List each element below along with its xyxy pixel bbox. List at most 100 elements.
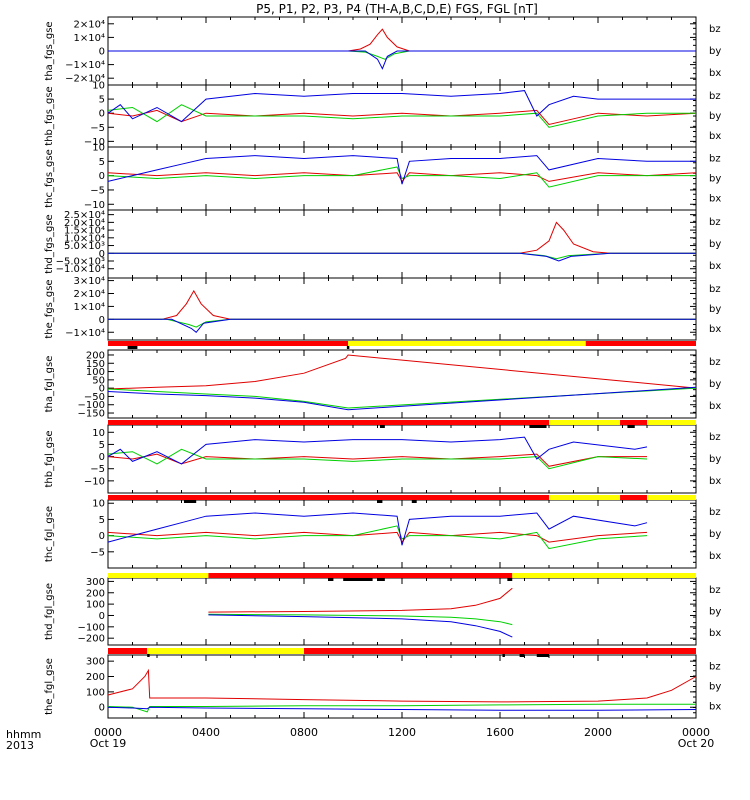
x-date-label: 2013 bbox=[6, 739, 34, 752]
series-bx bbox=[107, 155, 696, 185]
legend-by: by bbox=[709, 111, 721, 122]
status-segment-yellow bbox=[108, 573, 209, 578]
series-by bbox=[107, 525, 648, 550]
status-mark bbox=[411, 500, 417, 503]
x-tick-label: 0000 bbox=[682, 726, 710, 739]
status-mark bbox=[627, 425, 635, 428]
y-tick-label: −10 bbox=[84, 137, 105, 148]
status-bar bbox=[108, 341, 696, 349]
y-tick-label: 0 bbox=[99, 384, 105, 395]
x-date-tick-label: Oct 19 bbox=[90, 737, 127, 750]
legend-bx: bx bbox=[709, 476, 721, 487]
y-tick-label: −5 bbox=[90, 547, 105, 558]
y-tick-label: 1.0×10⁴ bbox=[64, 233, 105, 244]
y-axis-label: thb_fgl_gse bbox=[44, 431, 55, 488]
y-tick-label: 2.0×10⁴ bbox=[64, 218, 105, 229]
y-tick-label: −1×10⁴ bbox=[65, 60, 105, 71]
y-tick-label: 0 bbox=[99, 452, 105, 463]
x-tick-label: 1600 bbox=[486, 726, 514, 739]
status-segment-yellow bbox=[549, 420, 621, 425]
y-tick-label: −100 bbox=[78, 622, 105, 633]
y-tick-label: 10 bbox=[92, 143, 105, 154]
status-bars bbox=[108, 341, 696, 657]
y-tick-label: 300 bbox=[86, 577, 105, 588]
legend-bz: bz bbox=[709, 217, 721, 228]
legend-by: by bbox=[709, 239, 721, 250]
series-bx bbox=[107, 512, 648, 546]
y-tick-label: −150 bbox=[78, 409, 105, 420]
panel-the_fgs_gse: 3×10⁴ 2×10⁴ 1×10⁴ 0 −1×10⁴ the_fgs_gse bz by bx bbox=[44, 276, 721, 341]
status-bar bbox=[108, 420, 696, 428]
y-tick-label: 300 bbox=[86, 657, 105, 668]
y-tick-label: 0 bbox=[99, 109, 105, 120]
legend-bx: bx bbox=[709, 261, 721, 272]
status-mark bbox=[529, 425, 547, 428]
y-tick-label: 3×10⁴ bbox=[74, 276, 105, 287]
status-segment-red bbox=[108, 341, 349, 346]
legend-bz: bz bbox=[709, 284, 721, 295]
y-tick-label: 0 bbox=[99, 611, 105, 622]
y-tick-label: 10 bbox=[92, 81, 105, 92]
legend-bx: bx bbox=[709, 551, 721, 562]
status-mark bbox=[147, 654, 150, 657]
y-axis-label: thd_fgl_gse bbox=[44, 583, 55, 640]
legend-by: by bbox=[709, 529, 721, 540]
series-bx bbox=[108, 50, 696, 70]
y-axis-label: thc_fgl_gse bbox=[44, 506, 55, 562]
series-bz bbox=[108, 221, 696, 254]
status-segment-yellow bbox=[647, 420, 696, 425]
y-tick-label: 5 bbox=[99, 515, 105, 526]
status-mark bbox=[328, 578, 334, 581]
status-mark bbox=[377, 578, 385, 581]
x-tick-label: 0000 bbox=[94, 726, 122, 739]
plot-frame bbox=[107, 654, 697, 719]
y-axis-label: tha_fgl_gse bbox=[44, 356, 55, 413]
legend-bz: bz bbox=[709, 24, 721, 35]
y-axis-label: tha_fgs_gse bbox=[44, 21, 55, 80]
y-tick-label: −1×10⁴ bbox=[65, 328, 105, 339]
series-bx bbox=[108, 318, 696, 333]
legend-by: by bbox=[709, 46, 721, 57]
legend-bx: bx bbox=[709, 324, 721, 335]
x-units-label: hhmm bbox=[6, 728, 41, 741]
y-tick-label: 1×10⁴ bbox=[74, 302, 105, 313]
legend-bz: bz bbox=[709, 661, 721, 672]
y-tick-label: 0 bbox=[99, 249, 105, 260]
y-tick-label: 100 bbox=[86, 687, 105, 698]
y-axis-label: thc_fgs_gse bbox=[44, 149, 55, 208]
y-tick-label: 200 bbox=[86, 350, 105, 361]
status-segment-red bbox=[208, 573, 513, 578]
series-bx bbox=[107, 90, 696, 123]
panel-thb_fgs_gse: 10 5 0 −5 −10 thb_fgs_gse bz by bx bbox=[44, 81, 721, 148]
y-tick-label: 5 bbox=[99, 95, 105, 106]
plot-frame bbox=[107, 277, 697, 341]
x-tick-label: 2000 bbox=[584, 726, 612, 739]
figure-title: P5, P1, P2, P3, P4 (TH-A,B,C,D,E) FGS, F… bbox=[256, 2, 538, 16]
y-tick-label: 100 bbox=[86, 600, 105, 611]
status-segment-red bbox=[620, 495, 647, 500]
legend-by: by bbox=[709, 304, 721, 315]
series-bz bbox=[107, 172, 697, 183]
legend-bx: bx bbox=[709, 194, 721, 205]
series-bz bbox=[108, 28, 696, 52]
legend-bx: bx bbox=[709, 702, 721, 713]
series-by bbox=[107, 104, 696, 128]
y-tick-label: 0 bbox=[99, 315, 105, 326]
legend-bz: bz bbox=[709, 91, 721, 102]
status-mark bbox=[536, 654, 549, 657]
y-tick-label: 150 bbox=[86, 359, 105, 370]
status-segment-red bbox=[585, 341, 696, 346]
y-tick-label: −5.0×10³ bbox=[56, 257, 105, 268]
status-segment-red bbox=[620, 420, 647, 425]
y-tick-label: 0 bbox=[99, 703, 105, 714]
legend-bx: bx bbox=[709, 628, 721, 639]
series-bx bbox=[107, 436, 648, 465]
y-axis-label: thd_fgs_gse bbox=[44, 214, 55, 273]
series-by bbox=[208, 613, 513, 626]
y-tick-label: 2.5×10⁴ bbox=[64, 210, 105, 221]
series-bz bbox=[107, 531, 648, 544]
status-mark bbox=[379, 425, 385, 428]
